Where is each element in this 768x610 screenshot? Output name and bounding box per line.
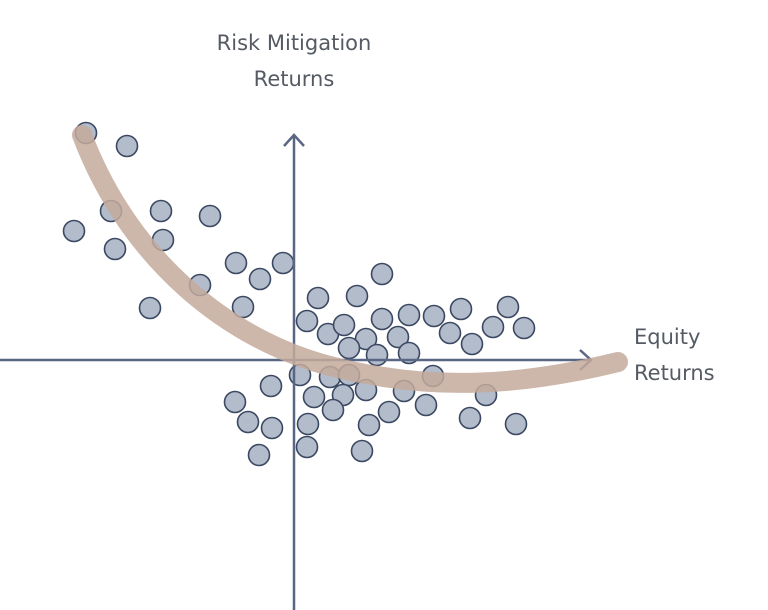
dot — [458, 406, 482, 430]
y-arrow — [283, 133, 305, 147]
dot — [449, 297, 473, 321]
dot — [422, 304, 446, 328]
trend-curve — [72, 125, 628, 393]
dot — [345, 284, 369, 308]
dot — [504, 412, 528, 436]
dot — [231, 295, 255, 319]
dot — [103, 237, 127, 261]
dot — [62, 219, 86, 243]
dot — [357, 413, 381, 437]
dot — [296, 412, 320, 436]
dot — [260, 416, 284, 440]
dot — [248, 267, 272, 291]
dot — [377, 400, 401, 424]
dot — [370, 262, 394, 286]
dot — [138, 296, 162, 320]
dot — [115, 134, 139, 158]
dot — [365, 343, 389, 367]
dot — [321, 398, 345, 422]
dots — [62, 121, 536, 467]
x-axis-label: Returns — [634, 361, 715, 385]
dot — [149, 199, 173, 223]
dot — [295, 309, 319, 333]
dot — [350, 439, 374, 463]
y-axis-label: Returns — [254, 67, 335, 91]
dot — [306, 286, 330, 310]
dot — [397, 341, 421, 365]
dot — [198, 204, 222, 228]
dot — [481, 315, 505, 339]
dot — [460, 332, 484, 356]
dot — [223, 390, 247, 414]
dot — [259, 374, 283, 398]
dot — [302, 385, 326, 409]
dot — [247, 443, 271, 467]
dot — [224, 251, 248, 275]
dot — [512, 316, 536, 340]
dot — [295, 435, 319, 459]
dot — [438, 321, 462, 345]
dot — [236, 410, 260, 434]
dot — [414, 393, 438, 417]
y-axis-label: Risk Mitigation — [217, 31, 372, 55]
dot — [397, 303, 421, 327]
dot — [271, 251, 295, 275]
dot — [332, 313, 356, 337]
x-axis-label: Equity — [634, 325, 700, 349]
dot — [370, 307, 394, 331]
dot — [386, 325, 410, 349]
dot — [337, 336, 361, 360]
dot — [496, 295, 520, 319]
